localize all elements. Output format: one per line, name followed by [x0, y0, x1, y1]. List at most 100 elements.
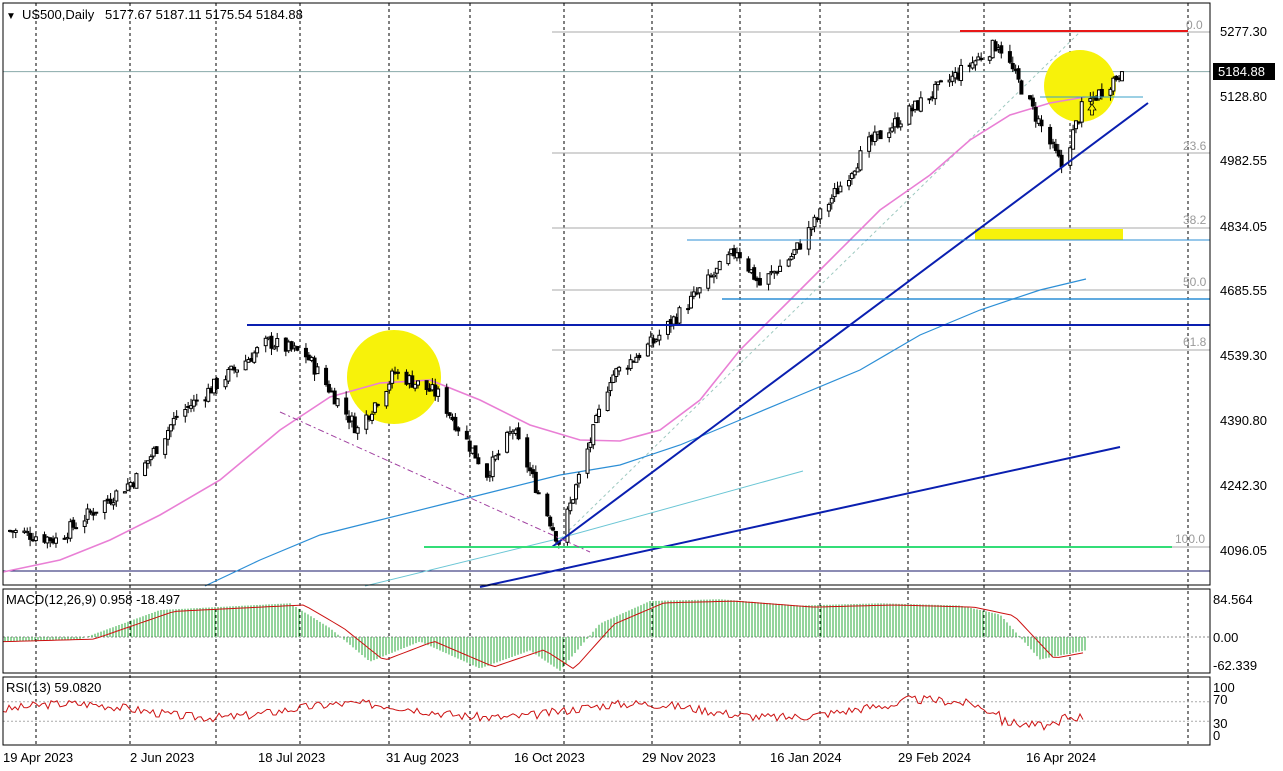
candle-body — [677, 307, 682, 324]
candle-body — [688, 295, 693, 309]
price-tick: 4390.80 — [1220, 413, 1267, 428]
candle-body — [918, 97, 923, 112]
candle-body — [938, 80, 943, 83]
candle-body — [594, 415, 599, 424]
candle-body — [665, 320, 670, 335]
candle-body — [732, 248, 737, 257]
candle-body — [818, 208, 823, 220]
candle-body — [766, 273, 771, 285]
candle-body — [335, 398, 340, 407]
fib-level-label: 100.0 — [1175, 532, 1205, 546]
candle-body — [959, 64, 964, 82]
candle-body — [878, 130, 883, 140]
candle-body — [364, 414, 369, 430]
candle-body — [476, 457, 481, 465]
candle-body — [134, 473, 139, 489]
candle-body — [752, 267, 757, 280]
time-axis: 19 Apr 2023 2 Jun 2023 18 Jul 2023 31 Au… — [3, 750, 1096, 765]
candle-body — [746, 258, 751, 272]
candle-body — [436, 388, 441, 397]
candle-body — [645, 343, 650, 357]
candle-body — [987, 56, 992, 61]
candle-body — [71, 519, 76, 528]
highlight-zone — [975, 229, 1123, 240]
candle-body — [505, 431, 510, 453]
menu-arrow-icon[interactable]: ▼ — [6, 11, 16, 22]
candle-body — [1030, 97, 1035, 107]
price-tick: 5128.80 — [1220, 89, 1267, 104]
candle-body — [694, 292, 699, 295]
date-label: 29 Nov 2023 — [642, 750, 716, 765]
candle-body — [263, 337, 268, 347]
macd-tick: 84.564 — [1213, 592, 1253, 607]
rsi-tick: 0 — [1213, 728, 1220, 743]
candle-body — [1016, 68, 1021, 80]
candle-body — [102, 500, 107, 513]
candle-body — [576, 473, 581, 484]
candle-body — [94, 511, 99, 514]
candle-body — [375, 403, 380, 406]
candle-body — [255, 347, 260, 354]
candle-body — [1111, 77, 1116, 92]
candle-body — [484, 463, 489, 478]
date-label: 29 Feb 2024 — [898, 750, 971, 765]
fib-level-label: 61.8 — [1183, 335, 1207, 349]
candle-body — [312, 357, 317, 375]
candle-body — [85, 508, 90, 520]
grid — [3, 3, 1210, 745]
candle-body — [1010, 63, 1015, 70]
trendlines — [247, 30, 1210, 588]
candle-body — [789, 255, 794, 260]
candle-body — [1059, 154, 1064, 168]
candle-body — [726, 254, 731, 265]
candle-body — [798, 243, 803, 250]
candle-body — [568, 502, 573, 512]
candle-body — [352, 416, 357, 434]
candle-body — [289, 341, 294, 350]
candle-body — [111, 502, 116, 506]
candle-body — [585, 448, 590, 474]
candle-body — [907, 105, 912, 125]
ma-blue-line — [204, 278, 1087, 587]
candle-body — [933, 83, 938, 100]
symbol-timeframe: US500,Daily — [22, 7, 95, 22]
candle-body — [936, 81, 941, 86]
candle-body — [591, 424, 596, 446]
current-price-label: 5184.88 — [1218, 64, 1265, 79]
candle-body — [33, 536, 38, 542]
candle-body — [608, 382, 613, 392]
candle-body — [143, 462, 148, 476]
candle-body — [778, 265, 783, 272]
candle-body — [1071, 129, 1076, 150]
date-label: 16 Oct 2023 — [514, 750, 585, 765]
candle-body — [295, 346, 300, 351]
price-tick: 4096.05 — [1220, 543, 1267, 558]
candle-body — [737, 252, 742, 259]
candle-body — [872, 131, 877, 143]
candle-body — [467, 440, 472, 452]
candle-body — [315, 366, 320, 375]
candle-body — [53, 537, 58, 544]
price-tick: 4685.55 — [1220, 283, 1267, 298]
fib-labels: 0.0 23.6 38.2 50.0 61.8 100.0 — [1175, 18, 1207, 546]
price-tick: 4539.30 — [1220, 348, 1267, 363]
candle-body — [634, 356, 639, 363]
candle-body — [166, 430, 171, 440]
candle-body — [614, 368, 619, 377]
candle-body — [812, 216, 817, 228]
candle-body — [1039, 119, 1044, 127]
candle-body — [303, 347, 308, 358]
price-axis: 5277.30 5128.80 4982.55 4834.05 4685.55 … — [1213, 24, 1275, 558]
candle-body — [88, 510, 93, 513]
fib-level-label: 50.0 — [1183, 275, 1207, 289]
candle-body — [530, 469, 535, 475]
rsi-tick: 70 — [1213, 692, 1227, 707]
candle-body — [493, 455, 498, 460]
candle-body — [416, 380, 421, 386]
candle-body — [413, 383, 418, 389]
candle-body — [605, 391, 610, 412]
candle-body — [384, 390, 389, 407]
candle-body — [775, 271, 780, 274]
candle-body — [108, 498, 113, 504]
candle-body — [895, 117, 900, 128]
